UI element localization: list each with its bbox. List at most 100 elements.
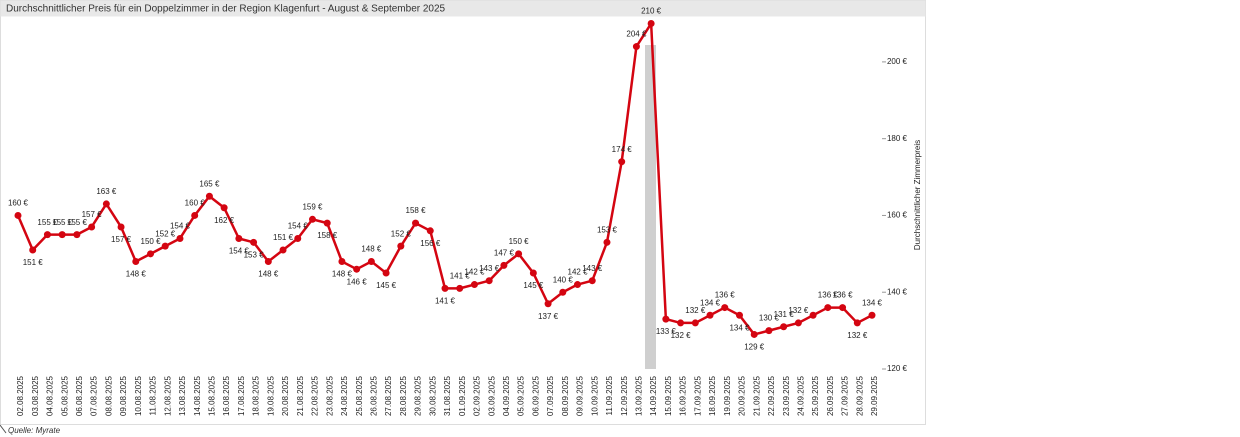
point [647,20,655,28]
x-tick-label: 25.08.2025 [355,375,364,416]
x-tick-label: 08.09.2025 [561,375,570,416]
data-label: 152 € [155,229,176,238]
point [780,323,788,331]
point [338,258,346,266]
point [588,277,596,285]
data-label: 147 € [494,248,515,257]
data-label: 132 € [847,331,868,340]
point [367,258,375,266]
data-label: 155 € [67,218,88,227]
y-tick-label: 120 € [887,364,908,373]
point [544,300,552,308]
x-tick-label: 19.08.2025 [266,375,275,416]
data-label: 134 € [862,298,883,307]
x-tick-label: 05.09.2025 [517,375,526,416]
point [794,319,802,327]
point [73,231,81,239]
y-tick-label: 160 € [887,211,908,220]
data-label: 158 € [317,231,338,240]
point [14,211,22,219]
x-tick-label: 01.09.2025 [458,375,467,416]
point [824,304,832,312]
point [441,284,449,292]
point [603,238,611,246]
point [765,327,773,335]
point [721,304,729,312]
data-label: 141 € [435,296,456,305]
data-label: 143 € [479,264,500,273]
data-label: 159 € [302,202,323,211]
y-tick-label: 200 € [887,57,908,66]
point [574,281,582,289]
data-label: 153 € [244,250,265,259]
x-tick-label: 23.08.2025 [325,375,334,416]
x-tick-label: 07.08.2025 [90,375,99,416]
point [632,43,640,51]
x-tick-label: 03.09.2025 [487,375,496,416]
x-tick-label: 23.09.2025 [782,375,791,416]
x-tick-label: 09.09.2025 [576,375,585,416]
data-label: 158 € [406,206,427,215]
x-tick-label: 13.09.2025 [635,375,644,416]
point [58,231,66,239]
data-label: 210 € [641,7,662,16]
highlight [645,45,656,369]
x-tick-label: 25.09.2025 [811,375,820,416]
point [88,223,96,231]
point [485,277,493,285]
data-label: 141 € [450,271,471,280]
point [677,319,685,327]
data-label: 156 € [420,239,441,248]
x-tick-label: 11.08.2025 [149,375,158,415]
x-tick-label: 08.08.2025 [104,375,113,416]
x-tick-label: 21.09.2025 [752,375,761,416]
point [353,265,361,273]
point [250,238,258,246]
point [235,234,243,242]
data-label: 155 € [37,218,58,227]
point [750,330,758,338]
data-label: 136 € [818,291,839,300]
x-tick-label: 24.09.2025 [796,375,805,416]
data-label: 174 € [612,145,633,154]
data-label: 157 € [82,210,103,219]
x-tick-label: 31.08.2025 [443,375,452,416]
data-label: 134 € [700,298,721,307]
x-tick-label: 13.08.2025 [178,375,187,416]
x-tick-label: 17.09.2025 [693,375,702,416]
x-tick-label: 04.09.2025 [502,375,511,416]
data-label: 133 € [656,327,677,336]
x-tick-label: 24.08.2025 [340,375,349,416]
x-tick-label: 06.08.2025 [75,375,84,416]
point [470,281,478,289]
point [426,227,434,235]
x-tick-label: 04.08.2025 [46,375,55,416]
point [264,258,272,266]
data-label: 204 € [626,30,647,39]
title-bar [0,0,926,17]
point [102,200,110,208]
y-axis-title: Durchschnittlicher Zimmerpreis [913,140,922,250]
point [147,250,155,258]
source: Quelle: Myrate [8,426,61,435]
data-label: 136 € [715,291,736,300]
data-label: 143 € [582,264,603,273]
x-tick-label: 18.09.2025 [708,375,717,416]
data-label: 155 € [52,218,73,227]
data-label: 137 € [538,312,559,321]
point [559,288,567,296]
data-label: 142 € [464,268,485,277]
data-label: 142 € [568,268,589,277]
x-tick-label: 15.08.2025 [208,375,217,416]
point [294,234,302,242]
x-tick-label: 02.08.2025 [16,375,25,416]
point [323,219,331,227]
point [706,311,714,319]
data-label: 145 € [523,281,544,290]
data-label: 146 € [347,277,368,286]
point [515,250,523,258]
point [191,211,199,219]
point [529,269,537,277]
x-tick-label: 29.08.2025 [414,375,423,416]
x-tick-label: 12.09.2025 [620,375,629,416]
